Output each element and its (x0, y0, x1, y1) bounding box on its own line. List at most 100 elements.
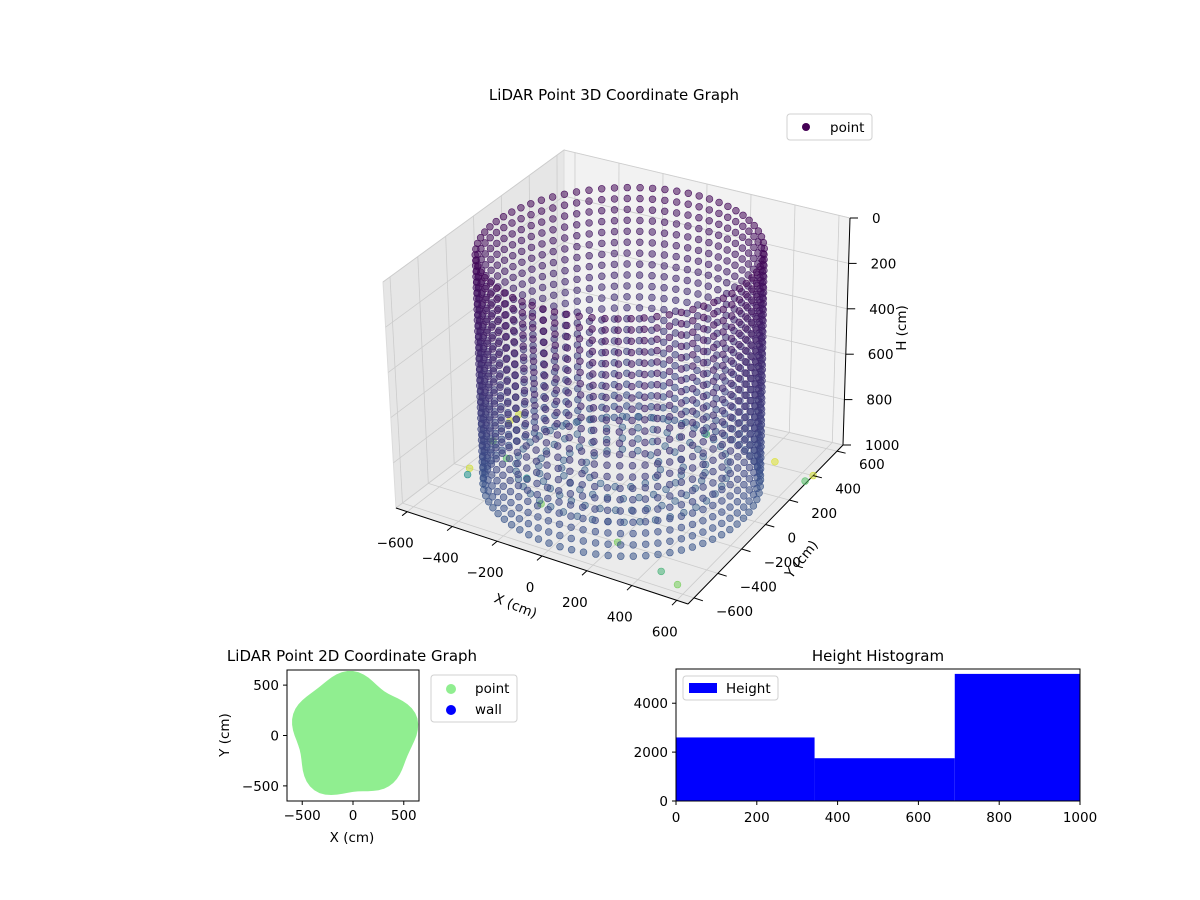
lidar-3d-point (549, 226, 557, 234)
lidar-3d-point (509, 262, 517, 271)
lidar-3d-point (566, 467, 574, 475)
lidar-3d-point (601, 314, 609, 323)
lidar-3d-point (677, 546, 686, 554)
lidar-3d-point (699, 505, 707, 514)
lidar-3d-xtick (401, 511, 408, 517)
lidar-3d-point (517, 236, 526, 245)
lidar-2d-legend: point wall (430, 674, 518, 723)
lidar-3d-point (483, 328, 491, 337)
lidar-3d-point (564, 411, 573, 419)
lidar-3d-xtick (446, 526, 453, 531)
lidar-3d-point (740, 458, 748, 467)
lidar-3d-point (604, 551, 612, 560)
lidar-3d-point (481, 228, 489, 236)
lidar-3d-point (563, 321, 571, 330)
lidar-3d-point (750, 457, 758, 466)
lidar-3d-point (614, 349, 623, 357)
lidar-3d-point (493, 477, 501, 485)
lidar-3d-point (488, 482, 496, 490)
lidar-3d-point (601, 371, 610, 379)
lidar-3d-point (677, 535, 686, 543)
lidar-3d-point (671, 394, 679, 403)
lidar-3d-point (739, 222, 747, 231)
lidar-3d-point (543, 472, 551, 480)
lidar-3d-point (552, 375, 560, 383)
lidar-3d-point (709, 366, 718, 374)
lidar-2d-legend-marker-wall (446, 705, 456, 715)
lidar-3d-point (699, 392, 708, 401)
lidar-3d-point (523, 486, 532, 494)
lidar-3d-point (683, 244, 692, 252)
lidar-3d-point (576, 380, 584, 388)
lidar-3d-point (709, 332, 718, 340)
lidar-3d-point (590, 482, 599, 491)
lidar-3d-point (726, 503, 734, 511)
lidar-3d-xtick-label: 200 (562, 595, 588, 611)
lidar-3d-point (578, 481, 586, 489)
lidar-3d-point (684, 233, 692, 241)
lidar-3d-point (705, 228, 713, 236)
lidar-3d-point (709, 377, 718, 385)
lidar-3d-point (648, 293, 656, 302)
lidar-3d-point (480, 355, 488, 364)
lidar-3d-point (545, 539, 553, 547)
lidar-3d-point (672, 231, 681, 239)
lidar-3d-point (740, 469, 748, 478)
lidar-3d-point (493, 284, 501, 292)
lidar-3d-point (727, 379, 735, 388)
lidar-3d-point (734, 397, 743, 405)
lidar-3d-point (641, 450, 649, 458)
lidar-3d-point (747, 352, 755, 360)
lidar-3d-point (732, 207, 740, 215)
lidar-3d-point (677, 365, 686, 373)
lidar-3d-point (699, 336, 708, 344)
lidar-3d-point (641, 461, 649, 469)
lidar-3d-ztick-label: 800 (866, 393, 892, 409)
lidar-3d-point (517, 215, 525, 223)
lidar-3d-point (602, 439, 611, 447)
lidar-3d-point (677, 354, 686, 362)
lidar-3d-point (498, 449, 506, 457)
lidar-3d-point (478, 312, 486, 320)
lidar-3d-point (727, 402, 735, 410)
lidar-2d-xtick-label: 0 (349, 808, 358, 824)
lidar-3d-point (491, 433, 500, 441)
lidar-3d-point (699, 494, 707, 502)
lidar-3d-point (744, 238, 753, 246)
lidar-3d-point (487, 266, 495, 274)
lidar-3d-point (751, 357, 760, 365)
lidar-3d-point (750, 243, 758, 252)
lidar-3d-point (544, 494, 552, 503)
lidar-3d-point (684, 200, 692, 208)
lidar-3d-point (640, 359, 649, 367)
lidar-3d-point (683, 298, 691, 307)
lidar-3d-point (628, 439, 636, 447)
lidar-3d-point (567, 523, 575, 531)
lidar-3d-point (735, 307, 743, 315)
lidar-3d-point (672, 285, 680, 293)
lidar-3d-xtick (581, 570, 588, 576)
lidar-3d-point (556, 531, 564, 540)
lidar-3d-point (481, 250, 489, 258)
lidar-3d-point (489, 367, 497, 375)
height-histogram-chart: Height Histogram 0 200 400 600 800 1000 0 2000 4… (634, 647, 1098, 826)
lidar-3d-point (493, 239, 501, 248)
lidar-3d-point (518, 258, 526, 266)
lidar-3d-point (603, 495, 612, 503)
lidar-3d-gridline-x (676, 442, 833, 601)
lidar-3d-point (747, 307, 756, 316)
lidar-3d-point (602, 427, 611, 436)
lidar-3d-legend-marker (802, 123, 810, 131)
lidar-3d-point (734, 441, 742, 450)
lidar-3d-point (500, 300, 509, 308)
lidar-3d-point (727, 312, 736, 320)
lidar-3d-point (591, 527, 600, 536)
lidar-3d-point (533, 479, 541, 488)
lidar-3d-point (556, 542, 564, 551)
lidar-3d-point (487, 449, 495, 457)
lidar-3d-point (722, 279, 731, 287)
lidar-3d-point (585, 186, 593, 194)
lidar-3d-point (477, 279, 485, 287)
lidar-3d-point (653, 494, 662, 502)
lidar-3d-point (610, 217, 619, 225)
